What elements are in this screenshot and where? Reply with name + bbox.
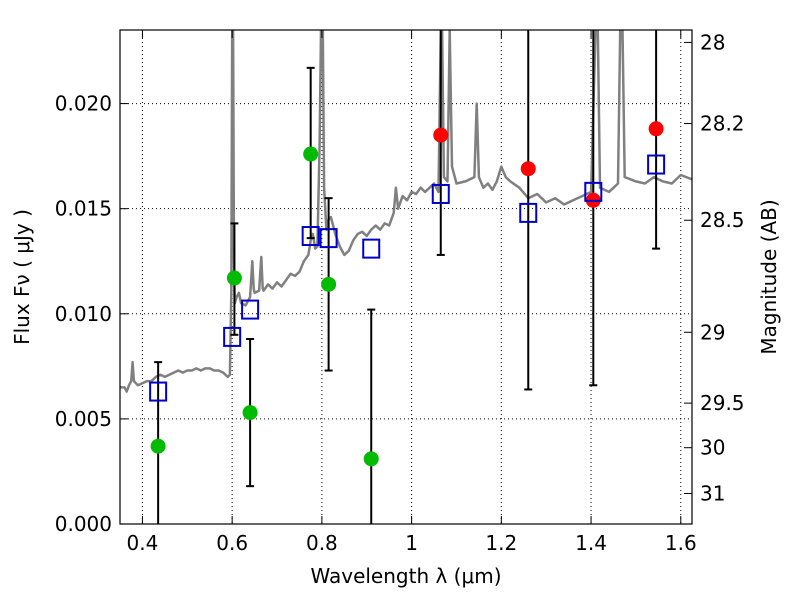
observed-point xyxy=(226,270,242,286)
right-tick-label: 28 xyxy=(700,30,725,54)
x-tick-label: 0.6 xyxy=(216,531,248,555)
x-tick-label: 1.2 xyxy=(485,531,517,555)
y-axis-label: Flux Fν ( μJy ) xyxy=(10,209,34,345)
observed-point xyxy=(242,405,258,421)
right-axis-label: Magnitude (AB) xyxy=(757,199,781,354)
synthetic-point xyxy=(319,228,338,249)
x-tick-labels: 0.4 0.6 0.8 1 1.2 1.4 1.6 xyxy=(127,531,697,555)
y-tick-label: 0.020 xyxy=(55,92,112,116)
y-tick-label: 0.005 xyxy=(55,407,112,431)
upper-point xyxy=(648,121,664,137)
right-tick-labels: 28 28.2 28.5 29 29.5 30 31 xyxy=(700,30,745,505)
y-tick-label: 0.010 xyxy=(55,302,112,326)
synthetic-point xyxy=(223,326,242,347)
synthetic-point xyxy=(519,202,538,223)
axis-ticks xyxy=(120,30,692,525)
synthetic-point xyxy=(431,183,450,204)
synthetic-point xyxy=(301,226,320,247)
grid-lines xyxy=(120,30,692,525)
model-spectrum-line xyxy=(120,30,692,393)
observed-point xyxy=(321,276,337,292)
x-axis-label: Wavelength λ (μm) xyxy=(310,564,501,588)
x-tick-label: 0.4 xyxy=(127,531,159,555)
x-tick-label: 1.6 xyxy=(665,531,697,555)
right-tick-label: 28.5 xyxy=(700,208,745,232)
model-spectrum xyxy=(120,30,692,393)
y-tick-labels: 0.000 0.005 0.010 0.015 0.020 xyxy=(55,92,112,536)
synthetic-point xyxy=(149,381,168,402)
y-tick-label: 0.000 xyxy=(55,512,112,536)
synthetic-point xyxy=(584,181,603,202)
y-tick-label: 0.015 xyxy=(55,197,112,221)
observed-points xyxy=(150,146,379,467)
synthetic-point xyxy=(362,238,381,259)
x-tick-label: 0.8 xyxy=(306,531,338,555)
plot-frame xyxy=(119,29,693,525)
observed-point xyxy=(363,451,379,467)
right-tick-label: 29.5 xyxy=(700,391,745,415)
synthetic-point xyxy=(241,299,260,320)
upper-point xyxy=(520,161,536,177)
x-tick-label: 1.4 xyxy=(575,531,607,555)
upper-points xyxy=(433,121,664,208)
observed-point xyxy=(303,146,319,162)
right-tick-label: 30 xyxy=(700,436,725,460)
right-tick-label: 28.2 xyxy=(700,112,745,136)
x-tick-label: 1 xyxy=(405,531,418,555)
synthetic-point xyxy=(647,154,666,175)
right-tick-label: 31 xyxy=(700,482,725,506)
right-tick-label: 29 xyxy=(700,320,725,344)
observed-point xyxy=(150,438,166,454)
upper-point xyxy=(433,127,449,143)
synthetic-photometry-points xyxy=(149,154,666,402)
